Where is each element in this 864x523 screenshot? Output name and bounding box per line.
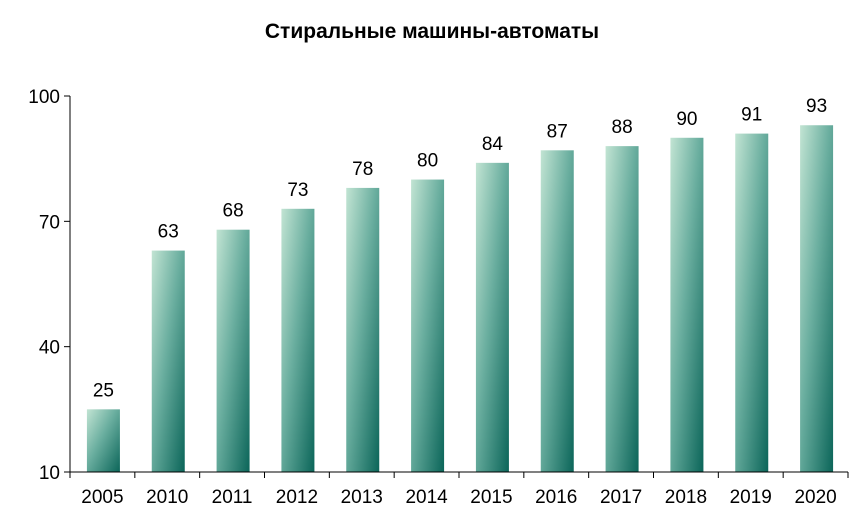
chart-title: Стиральные машины-автоматы [264,20,600,43]
data-label-2013: 78 [352,159,373,180]
x-tick-label-2012: 2012 [276,487,318,508]
bar-2017 [605,146,639,472]
data-label-2015: 84 [482,134,504,155]
x-tick-label-2018: 2018 [665,487,707,508]
data-labels-group: 25 63 68 73 78 80 84 87 88 90 91 93 [93,96,827,401]
bar-2013 [346,187,380,472]
bar-2011 [216,229,250,472]
y-tick-label-100: 100 [28,87,60,108]
bars-group [86,125,834,473]
x-tick-label-2019: 2019 [730,487,772,508]
y-axis: 10 40 70 100 [28,87,71,484]
bar-2012 [281,208,315,473]
data-label-2016: 87 [547,121,568,142]
x-axis: 2005 2010 2011 2012 2013 2014 2015 2016 2017 2018… [69,471,849,508]
data-label-2019: 91 [741,105,762,126]
bar-2018 [670,137,704,472]
bar-2015 [475,162,509,472]
y-tick-label-10: 10 [39,463,60,484]
x-tick-label-2016: 2016 [535,487,577,508]
bar-2005 [86,409,120,472]
bar-2014 [411,179,445,473]
data-label-2012: 73 [287,180,308,201]
data-label-2010: 63 [158,222,179,243]
data-label-2020: 93 [806,96,827,117]
y-tick-label-40: 40 [39,338,60,359]
data-label-2005: 25 [93,380,114,401]
bar-2016 [540,150,574,473]
x-tick-label-2013: 2013 [341,487,383,508]
x-tick-label-2010: 2010 [146,487,188,508]
x-tick-label-2014: 2014 [405,487,448,508]
data-label-2011: 68 [223,201,244,222]
bar-2010 [151,250,185,472]
data-label-2018: 90 [676,109,697,130]
x-tick-label-2011: 2011 [212,487,253,508]
data-label-2017: 88 [612,117,633,138]
x-tick-label-2020: 2020 [794,487,836,508]
data-label-2014: 80 [417,151,438,172]
x-tick-label-2015: 2015 [470,487,512,508]
y-tick-label-70: 70 [39,212,60,233]
bar-2020 [800,125,834,472]
bar-2019 [735,133,769,472]
x-tick-label-2017: 2017 [600,487,642,508]
x-tick-label-2005: 2005 [81,487,123,508]
